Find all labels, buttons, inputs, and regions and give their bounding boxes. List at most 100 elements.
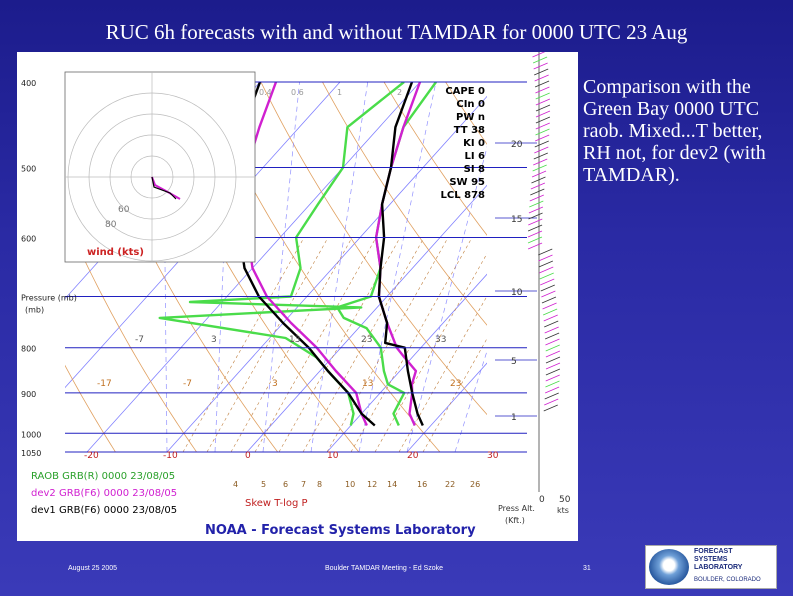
wind-barb <box>528 212 543 220</box>
dry-adiabat-line <box>383 82 487 236</box>
hodograph-ring-label: 80 <box>105 220 117 230</box>
wind-barb <box>527 224 543 232</box>
logo-line: SYSTEMS <box>694 556 728 563</box>
wind-barb <box>540 284 555 292</box>
mixing-ratio-line <box>254 237 377 452</box>
isotherm-line <box>567 82 578 452</box>
series-line-temperature <box>377 82 424 426</box>
index-label: KI 0 <box>463 138 485 149</box>
wind-barb <box>530 182 546 190</box>
mixing-ratio-line <box>350 237 473 452</box>
height-axis-label: Press Alt. <box>498 504 535 513</box>
mixing-ratio-line <box>230 237 353 452</box>
mixing-ratio-label: 8 <box>317 480 322 489</box>
wind-barb <box>541 296 557 304</box>
index-label: LCL 878 <box>441 190 485 201</box>
series-line-dewpoint <box>244 82 368 426</box>
index-label: PW n <box>456 112 485 123</box>
wind-barb <box>539 266 554 274</box>
temperature-tick-label: -20 <box>84 451 99 461</box>
dry-adiabat-line <box>65 364 116 452</box>
skewt-chart: 80 60 wind (kts) 400 500 600 Pressure (mb) 800 9… <box>17 52 578 541</box>
height-tick-label: 20 <box>511 140 523 150</box>
wind-barb <box>544 386 560 394</box>
wind-barb <box>531 176 546 184</box>
isotherm-line <box>406 362 487 452</box>
wind-barb <box>545 350 561 358</box>
mixing-ratio-line <box>206 237 329 452</box>
wind-barb <box>539 272 554 280</box>
dry-adiabat-line <box>260 82 487 416</box>
isotherm-label: 13 <box>362 379 373 389</box>
wind-barb <box>533 158 548 166</box>
wind-barb <box>533 62 548 70</box>
wind-barb <box>544 398 559 406</box>
wind-barb <box>528 206 544 214</box>
mixing-ratio-label: 6 <box>283 480 288 489</box>
mixing-ratio-label: 4 <box>233 480 238 489</box>
wind-barb <box>545 344 560 352</box>
mixing-ratio-line <box>374 252 487 452</box>
height-tick-label: 5 <box>511 357 517 367</box>
isotherm-label: 3 <box>211 335 217 345</box>
hodograph-trace <box>151 176 177 200</box>
mixing-ratio-label: 5 <box>261 480 266 489</box>
footer-meeting: Boulder TAMDAR Meeting - Ed Szoke <box>325 565 444 572</box>
wind-barb <box>535 128 550 136</box>
top-axis-label: 0.4 <box>259 88 272 97</box>
mixing-ratio-label: 16 <box>417 480 427 489</box>
temperature-tick-label: 20 <box>407 451 419 461</box>
isotherm-line <box>166 95 487 452</box>
logo-text: FORECAST SYSTEMS LABORATORY <box>694 548 774 572</box>
wind-barb <box>529 200 544 208</box>
mixing-ratio-line <box>302 237 425 452</box>
wind-barb <box>538 254 553 262</box>
wind-barb <box>545 356 561 364</box>
hodograph-trace <box>151 176 181 200</box>
hodograph-label: wind (kts) <box>87 247 144 258</box>
mixing-ratio-label: 26 <box>470 480 480 489</box>
wind-barb <box>532 164 547 172</box>
footer-date: August 25 2005 <box>68 565 118 572</box>
legend-entry: dev2 GRB(F6) 0000 23/08/05 <box>31 488 177 499</box>
isotherm-label: -7 <box>183 379 192 389</box>
hodograph-box <box>64 71 256 263</box>
wind-barb <box>542 308 558 316</box>
wind-barb <box>545 362 561 370</box>
isotherm-label: -7 <box>135 335 144 345</box>
mixing-ratio-label: 10 <box>345 480 355 489</box>
wind-barb <box>542 302 557 310</box>
wind-barb <box>535 116 551 124</box>
wind-barb <box>535 104 551 112</box>
legend-entry: RAOB GRB(R) 0000 23/08/05 <box>31 471 175 482</box>
chart-subtitle: Skew T-log P <box>245 498 308 509</box>
isotherm-label: 13 <box>289 335 300 345</box>
temperature-tick-label: 30 <box>487 451 499 461</box>
wind-barb <box>544 392 559 400</box>
isotherm-line <box>326 273 487 452</box>
logo-globe-icon <box>649 549 689 585</box>
wind-barb <box>540 278 555 286</box>
pressure-tick-label: 600 <box>21 234 36 243</box>
index-label: LI 6 <box>464 151 485 162</box>
top-axis-label: 1 <box>337 88 342 97</box>
logo-subtitle: BOULDER, COLORADO <box>694 577 761 583</box>
wind-scale-label: 50 <box>559 495 571 505</box>
dry-adiabat-line <box>65 216 197 452</box>
moist-adiabat-line <box>358 82 437 452</box>
moist-adiabat-line <box>262 82 300 452</box>
dry-adiabat-line <box>569 82 578 452</box>
legend-entry: dev1 GRB(F6) 0000 23/08/05 <box>31 505 177 516</box>
wind-barb <box>534 146 549 154</box>
wind-barb <box>534 68 549 76</box>
wind-scale-label: 0 <box>539 495 545 505</box>
mixing-ratio-label: 12 <box>367 480 377 489</box>
height-tick-label: 15 <box>511 215 522 225</box>
top-axis-label: 0.6 <box>291 88 304 97</box>
pressure-tick-label: 1000 <box>21 430 41 439</box>
isotherm-line <box>17 82 20 452</box>
mixing-ratio-line <box>182 237 305 452</box>
wind-barb <box>543 314 558 322</box>
wind-barb <box>544 326 559 334</box>
